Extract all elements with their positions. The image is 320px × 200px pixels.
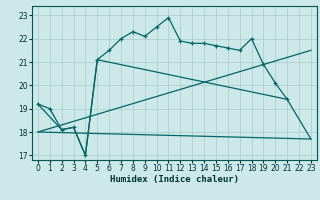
X-axis label: Humidex (Indice chaleur): Humidex (Indice chaleur) [110, 175, 239, 184]
